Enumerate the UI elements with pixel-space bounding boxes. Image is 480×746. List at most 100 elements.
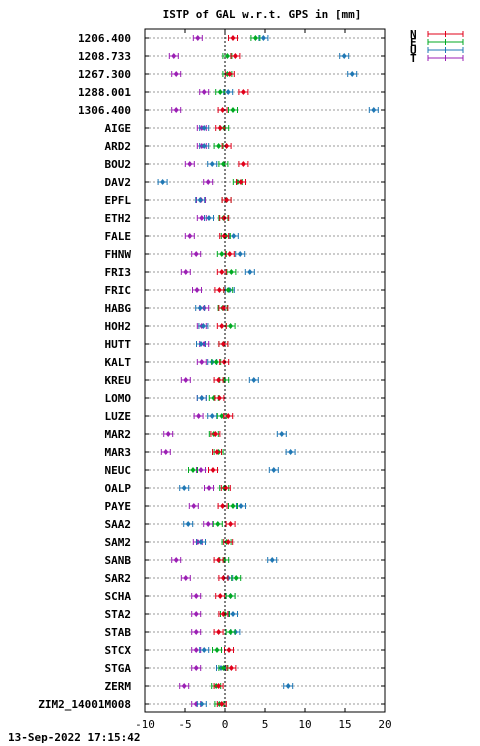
point-u <box>207 413 218 419</box>
x-tick-label: -10 <box>135 718 155 731</box>
point-e <box>216 251 227 257</box>
category-label: KREU <box>105 374 132 387</box>
point-n <box>218 305 229 311</box>
point-e <box>212 647 222 653</box>
point-t <box>171 557 182 563</box>
point-t <box>191 629 202 635</box>
x-tick-label: 5 <box>262 718 269 731</box>
point-u <box>196 395 207 401</box>
category-label: ETH2 <box>105 212 132 225</box>
x-tick-label: 0 <box>222 718 229 731</box>
point-e <box>188 467 198 473</box>
point-t <box>193 413 204 419</box>
point-u <box>228 611 238 617</box>
point-t <box>192 287 202 293</box>
legend-label: T <box>410 52 417 65</box>
point-n <box>215 593 226 599</box>
point-n <box>218 575 229 581</box>
category-label: MAR2 <box>105 428 132 441</box>
point-t <box>180 575 191 581</box>
point-t <box>191 665 202 671</box>
point-u <box>195 197 206 203</box>
category-label: STAB <box>105 626 132 639</box>
point-t <box>163 431 174 437</box>
category-label: 1306.400 <box>78 104 131 117</box>
point-t <box>192 35 203 41</box>
point-n <box>216 323 227 329</box>
category-label: FRIC <box>105 284 132 297</box>
point-e <box>231 575 242 581</box>
point-n <box>213 377 224 383</box>
point-e <box>222 53 233 59</box>
point-t <box>160 449 171 455</box>
category-label: HABG <box>105 302 132 315</box>
point-n <box>230 53 241 59</box>
point-t <box>204 485 214 491</box>
category-label: 1206.400 <box>78 32 131 45</box>
point-t <box>191 593 202 599</box>
category-label: KALT <box>105 356 132 369</box>
point-t <box>180 269 191 275</box>
point-n <box>217 107 228 113</box>
point-e <box>212 521 223 527</box>
marks-layer <box>157 35 379 707</box>
point-t <box>199 89 210 95</box>
grid-layer <box>145 37 385 705</box>
legend-label: N <box>410 28 417 41</box>
category-label: SAM2 <box>105 536 132 549</box>
category-label: ARD2 <box>105 140 132 153</box>
point-t <box>191 251 202 257</box>
point-u <box>179 485 190 491</box>
point-e <box>250 35 261 41</box>
point-n <box>228 35 238 41</box>
point-n <box>213 629 224 635</box>
point-n <box>219 359 230 365</box>
point-t <box>171 71 182 77</box>
point-n <box>210 431 221 437</box>
category-label: ZERM <box>105 680 132 693</box>
legend-swatch-t <box>427 55 464 61</box>
point-n <box>238 161 249 167</box>
point-n <box>208 467 218 473</box>
point-n <box>213 557 224 563</box>
point-n <box>238 89 249 95</box>
x-tick-label: 20 <box>378 718 391 731</box>
plot-frame <box>144 28 386 713</box>
category-label: FHNW <box>105 248 132 261</box>
point-n <box>225 521 236 527</box>
category-label: STA2 <box>105 608 132 621</box>
point-n <box>216 701 227 707</box>
category-label: FALE <box>105 230 132 243</box>
point-u <box>244 269 255 275</box>
point-u <box>196 341 206 347</box>
category-label: SAR2 <box>105 572 132 585</box>
chart-title: ISTP of GAL w.r.t. GPS in [mm] <box>163 8 362 21</box>
point-u <box>157 179 168 185</box>
category-label: SAA2 <box>105 518 132 531</box>
point-t <box>180 377 191 383</box>
legend-label: U <box>410 44 417 57</box>
x-axis-ticks: -10 -5 0 5 10 15 20 <box>135 29 392 731</box>
point-u <box>347 71 358 77</box>
point-n <box>219 215 230 221</box>
point-n <box>224 251 235 257</box>
point-n <box>218 611 229 617</box>
point-u <box>198 323 209 329</box>
point-e <box>225 593 236 599</box>
category-label: ZIM2_14001M008 <box>38 698 131 711</box>
category-label: OALP <box>105 482 132 495</box>
point-u <box>258 35 269 41</box>
point-n <box>223 413 234 419</box>
point-n <box>224 71 235 77</box>
point-n <box>216 269 227 275</box>
point-n <box>221 143 232 149</box>
point-u <box>267 557 278 563</box>
category-label: 1208.733 <box>78 50 131 63</box>
point-n <box>236 179 246 185</box>
point-e <box>228 107 238 113</box>
category-label: EPFL <box>105 194 132 207</box>
point-n <box>218 341 229 347</box>
point-n <box>212 449 222 455</box>
point-u <box>196 539 206 545</box>
